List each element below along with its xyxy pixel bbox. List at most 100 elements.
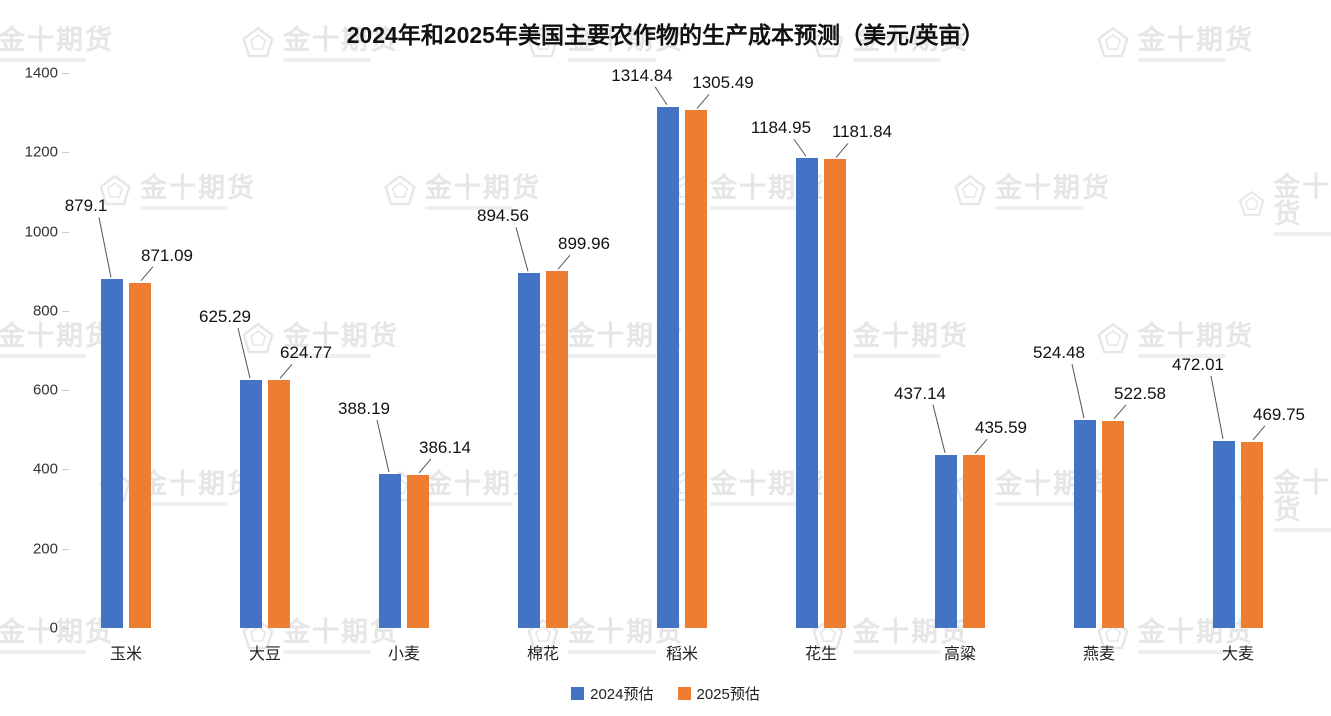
y-axis-label: 600: [32, 381, 58, 399]
y-axis-tick: [62, 152, 69, 154]
bar-2025预估-小麦: [407, 474, 429, 628]
watermark-subtext-bar: [995, 205, 1083, 210]
x-axis-label: 花生: [804, 646, 838, 663]
watermark-text: 金十期货: [853, 24, 969, 55]
data-label-2025预估: 522.58: [1114, 383, 1166, 403]
leader-line: [279, 363, 293, 379]
legend-swatch: [571, 687, 585, 700]
watermark-text-block: 金十期货: [853, 24, 969, 62]
bar-2025预估-棉花: [546, 271, 568, 628]
watermark-subtext-bar: [425, 501, 513, 506]
leader-line: [696, 94, 710, 109]
watermark-text-block: 金十期货: [140, 174, 256, 210]
watermark: 金十期货: [952, 174, 1111, 210]
watermark: 金十期货: [525, 26, 684, 62]
watermark-subtext-bar: [1273, 232, 1331, 236]
y-axis-tick: [62, 73, 69, 74]
watermark-subtext-bar: [283, 353, 371, 358]
watermark: 金十期货: [97, 470, 256, 506]
watermark-subtext-bar: [853, 353, 941, 358]
bar-2025预估-大豆: [268, 380, 290, 628]
watermark-diamond-icon: [1238, 190, 1265, 216]
bar-2025预估-大麦: [1241, 441, 1263, 628]
data-label-2024预估: 437.14: [894, 383, 946, 403]
watermark-subtext-bar: [853, 57, 941, 62]
leader-line: [1252, 425, 1266, 441]
watermark-subtext-bar: [0, 649, 86, 654]
chart-title: 2024年和2025年美国主要农作物的生产成本预测（美元/英亩）: [346, 22, 985, 48]
legend: 2024预估 2025预估: [0, 683, 1331, 704]
data-label-2024预估: 894.56: [477, 206, 529, 226]
watermark-text-block: 金十期货: [0, 322, 114, 358]
leader-line: [557, 254, 571, 270]
watermark-diamond-icon: [1097, 26, 1129, 58]
x-axis-label: 高粱: [943, 646, 977, 663]
watermark-text-block: 金十期货: [853, 322, 969, 358]
bar-2025预估-玉米: [129, 282, 151, 628]
watermark-diamond-icon: [384, 174, 416, 206]
watermark-text: 金十期货: [1138, 24, 1254, 55]
watermark-diamond-icon: [1097, 322, 1129, 354]
watermark-subtext-bar: [568, 57, 656, 62]
watermark: 金十期货: [1237, 174, 1331, 236]
y-axis-tick: [62, 469, 69, 471]
data-label-2024预估: 472.01: [1172, 354, 1224, 374]
watermark-text: 金十期货: [283, 320, 399, 351]
leader-line: [515, 227, 529, 272]
watermark-diamond-icon: [242, 618, 274, 650]
watermark-subtext-bar: [1138, 649, 1226, 654]
leader-line: [654, 86, 668, 106]
data-label-2025预估: 469.75: [1253, 404, 1305, 424]
bar-2025预估-花生: [824, 159, 846, 628]
data-label-2025预估: 1305.49: [692, 73, 754, 93]
watermark-subtext-bar: [710, 205, 798, 210]
bar-2024预估-燕麦: [1074, 420, 1096, 628]
data-label-2025预估: 624.77: [280, 343, 332, 363]
watermark-subtext-bar: [853, 649, 941, 654]
watermark: 金十期货: [0, 26, 114, 62]
y-axis-tick: [62, 310, 69, 312]
data-label-2025预估: 1181.84: [831, 122, 893, 142]
watermark-subtext-bar: [568, 649, 656, 654]
y-axis-label: 0: [49, 619, 58, 637]
watermark-diamond-icon: [242, 26, 274, 58]
data-label-2025预估: 899.96: [558, 234, 610, 254]
x-axis-label: 棉花: [526, 646, 560, 663]
watermark-text-block: 金十期货: [995, 174, 1111, 210]
watermark: 金十期货: [240, 322, 399, 358]
watermark: 金十期货: [240, 26, 399, 62]
x-axis-label: 小麦: [387, 646, 421, 663]
watermark-subtext-bar: [568, 353, 656, 358]
watermark-text: 金十期货: [283, 616, 399, 647]
watermark: 金十期货: [240, 618, 399, 654]
watermark-text: 金十期货: [283, 24, 399, 55]
watermark-subtext-bar: [1138, 57, 1226, 62]
legend-item: 2025预估: [677, 683, 760, 704]
watermark-text-block: 金十期货: [1138, 320, 1254, 358]
watermark-diamond-icon: [99, 174, 131, 206]
data-label-2025预估: 871.09: [141, 245, 193, 265]
watermark-text-block: 金十期货: [283, 616, 399, 654]
watermark: 金十期货: [810, 26, 969, 62]
y-axis-label: 800: [32, 302, 58, 320]
watermark-subtext-bar: [283, 649, 371, 654]
leader-line: [98, 217, 112, 278]
leader-line: [140, 266, 154, 282]
watermark: 金十期货: [1095, 322, 1254, 358]
watermark-diamond-icon: [812, 618, 844, 650]
legend-swatch: [677, 687, 691, 700]
leader-line: [376, 419, 390, 473]
watermark-text: 金十期货: [1138, 320, 1254, 351]
watermark-text: 金十期货: [568, 24, 684, 55]
watermark-text: 金十期货: [425, 172, 541, 203]
watermark-diamond-icon: [242, 322, 274, 354]
watermark: 金十期货: [0, 618, 114, 654]
watermark-diamond-icon: [527, 618, 559, 650]
bar-2024预估-大麦: [1213, 440, 1235, 628]
bar-2025预估-燕麦: [1102, 420, 1124, 628]
watermark-subtext-bar: [710, 501, 798, 506]
watermark: 金十期货: [810, 322, 969, 358]
legend-label: 2024预估: [590, 686, 654, 703]
legend-item: 2024预估: [571, 683, 654, 704]
